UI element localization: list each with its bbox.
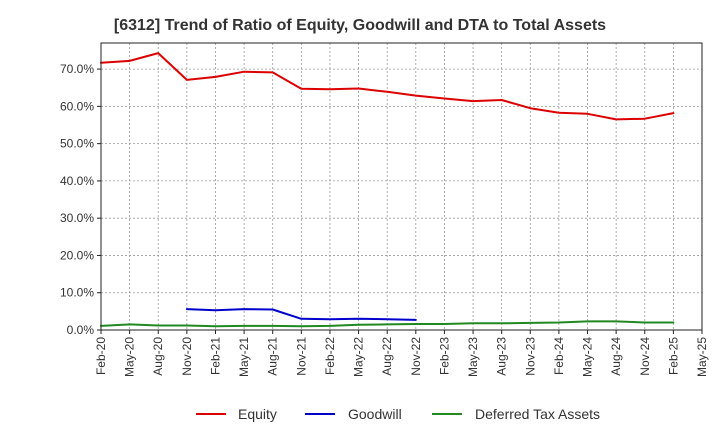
chart-title: [6312] Trend of Ratio of Equity, Goodwil… — [114, 17, 606, 34]
x-tick-label: Nov-23 — [523, 337, 537, 376]
series-line-deferred-tax-assets — [100, 320, 675, 328]
x-tick-label: Aug-21 — [266, 337, 280, 376]
x-tick-label: May-22 — [352, 337, 366, 377]
y-tick-label: 30.0% — [60, 211, 94, 225]
y-tick-label: 60.0% — [60, 99, 94, 113]
x-tick-label: Feb-21 — [208, 337, 222, 375]
series-line-goodwill — [185, 308, 417, 321]
x-tick-label: May-20 — [123, 337, 137, 377]
x-tick-label: May-24 — [581, 337, 595, 377]
legend: Equity Goodwill Deferred Tax Assets — [196, 406, 600, 422]
x-tick-label: Feb-24 — [552, 337, 566, 375]
x-tick-label: Feb-20 — [94, 337, 108, 375]
x-tick-label: May-23 — [466, 337, 480, 377]
x-tick-label: Feb-25 — [666, 337, 680, 375]
x-tick-label: Nov-20 — [180, 337, 194, 376]
y-tick-label: 10.0% — [60, 286, 94, 300]
x-tick-label: Feb-23 — [437, 337, 451, 375]
x-tick-label: Nov-24 — [638, 337, 652, 376]
grid-layer — [101, 43, 702, 330]
x-tick-label: Feb-22 — [323, 337, 337, 375]
legend-label-goodwill: Goodwill — [348, 406, 402, 422]
x-tick-label: Aug-20 — [151, 337, 165, 376]
x-tick-label: Aug-23 — [495, 337, 509, 376]
y-tick-label: 70.0% — [60, 62, 94, 76]
y-axis: 0.0% 10.0% 20.0% 30.0% 40.0% 50.0% 60.0% 70.0% — [60, 62, 101, 337]
y-tick-label: 20.0% — [60, 248, 94, 262]
y-tick-label: 50.0% — [60, 137, 94, 151]
x-tick-label: Aug-22 — [380, 337, 394, 376]
x-tick-label: May-25 — [695, 337, 709, 377]
series-layer — [100, 52, 675, 328]
y-tick-label: 0.0% — [67, 323, 95, 337]
y-tick-label: 40.0% — [60, 174, 94, 188]
legend-label-deferred-tax-assets: Deferred Tax Assets — [475, 406, 600, 422]
x-tick-label: Nov-22 — [409, 337, 423, 376]
x-tick-label: Aug-24 — [609, 337, 623, 376]
series-line-equity — [100, 52, 675, 121]
x-tick-label: May-21 — [237, 337, 251, 377]
legend-label-equity: Equity — [238, 406, 277, 422]
x-tick-label: Nov-21 — [294, 337, 308, 376]
plot-frame — [100, 42, 703, 331]
x-axis: Feb-20 May-20 Aug-20 Nov-20 Feb-21 May-21 Aug-… — [94, 330, 709, 377]
